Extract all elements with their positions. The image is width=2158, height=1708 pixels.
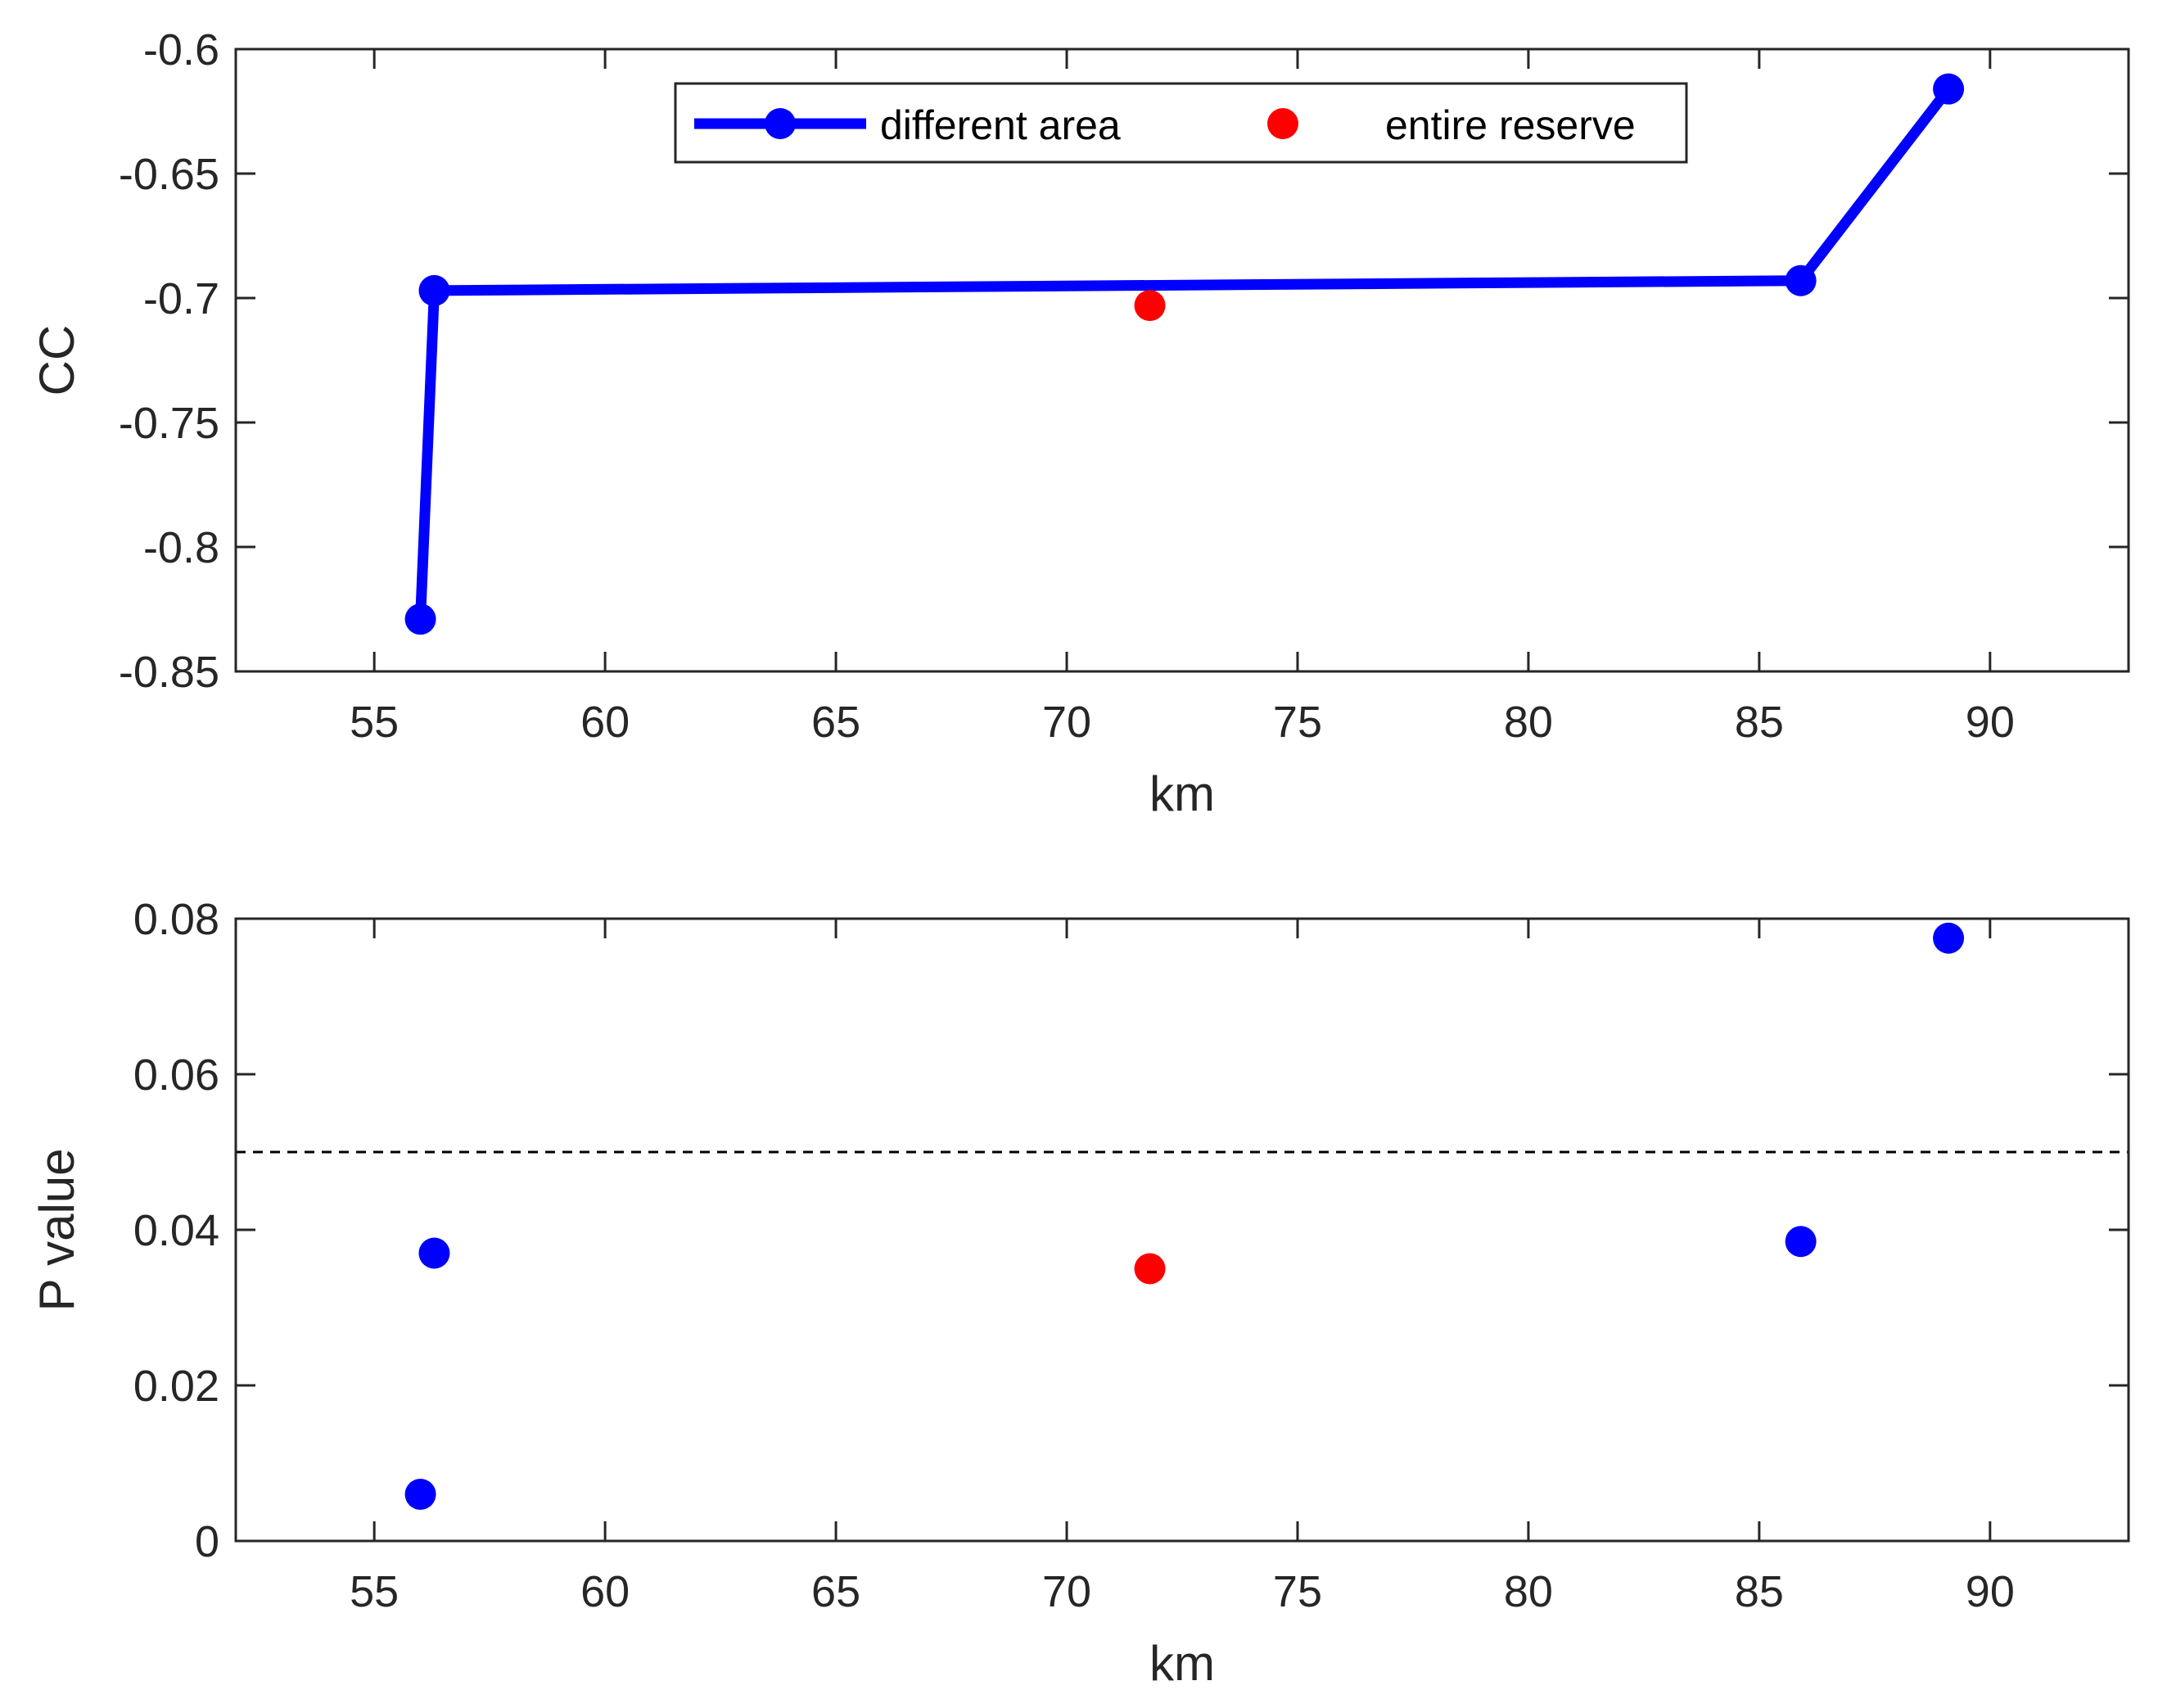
- p-point-different-area: [418, 1237, 450, 1269]
- p-point-different-area: [404, 1479, 436, 1510]
- cc-point-entire-reserve: [1134, 290, 1166, 322]
- cc-series-layer: [404, 73, 1965, 635]
- cc-y-tick-label: -0.75: [119, 399, 219, 448]
- cc-plot-frame: [234, 47, 2130, 673]
- cc-chart: 55 60 65 70 75 80 85 90 -0.85 -0.8 -0.75 -0.7 -0.65 -…: [29, 25, 2130, 821]
- cc-x-axis-label: km: [1149, 766, 1215, 821]
- cc-point-different-area: [1933, 73, 1965, 105]
- p-y-axis-label: P value: [29, 1148, 84, 1311]
- p-point-entire-reserve: [1134, 1253, 1166, 1285]
- p-ticks: 55 60 65 70 75 80 85 90 0 0.02 0.04 0.06 0.08: [133, 895, 2129, 1616]
- cc-x-tick-label: 90: [1966, 698, 2015, 747]
- cc-y-tick-label: -0.7: [143, 274, 219, 323]
- legend: different area entire reserve: [674, 82, 1688, 164]
- p-x-axis-label: km: [1149, 1636, 1215, 1691]
- p-series-layer: [236, 922, 2129, 1510]
- legend-marker-entire-reserve: [1267, 108, 1298, 139]
- cc-y-tick-label: -0.85: [119, 648, 219, 697]
- cc-y-tick-label: -0.8: [143, 523, 219, 572]
- p-y-tick-label: 0.02: [133, 1362, 219, 1411]
- p-x-tick-label: 80: [1504, 1567, 1553, 1616]
- cc-y-axis-label: CC: [29, 325, 84, 396]
- p-value-chart: 55 60 65 70 75 80 85 90 0 0.02 0.04 0.06 0.08 km P v…: [29, 895, 2130, 1691]
- p-point-different-area: [1933, 922, 1965, 954]
- cc-x-tick-label: 80: [1504, 698, 1553, 747]
- legend-label-different-area: different area: [880, 102, 1121, 148]
- p-point-different-area: [1785, 1226, 1817, 1258]
- p-x-tick-label: 75: [1273, 1567, 1322, 1616]
- cc-point-different-area: [404, 603, 436, 635]
- legend-marker-different-area: [765, 108, 796, 139]
- cc-ticks: 55 60 65 70 75 80 85 90 -0.85 -0.8 -0.75 -0.7 -0.65 -…: [119, 25, 2129, 747]
- cc-x-tick-label: 60: [580, 698, 630, 747]
- cc-point-different-area: [418, 274, 450, 306]
- p-y-tick-label: 0.08: [133, 895, 219, 944]
- p-x-tick-label: 55: [350, 1567, 399, 1616]
- cc-x-tick-label: 65: [811, 698, 860, 747]
- cc-x-tick-label: 70: [1042, 698, 1091, 747]
- p-x-tick-label: 60: [580, 1567, 630, 1616]
- p-y-tick-label: 0.04: [133, 1206, 219, 1255]
- cc-point-different-area: [1785, 264, 1817, 296]
- p-x-tick-label: 70: [1042, 1567, 1091, 1616]
- p-plot-frame: [234, 917, 2130, 1543]
- p-x-tick-label: 65: [811, 1567, 860, 1616]
- cc-series-line-different-area: [415, 85, 1953, 620]
- cc-y-tick-label: -0.6: [143, 25, 219, 75]
- cc-x-tick-label: 55: [350, 698, 399, 747]
- cc-y-tick-label: -0.65: [119, 150, 219, 199]
- p-y-tick-label: 0: [195, 1517, 219, 1566]
- p-x-tick-label: 90: [1966, 1567, 2015, 1616]
- legend-label-entire-reserve: entire reserve: [1385, 102, 1636, 148]
- p-y-tick-label: 0.06: [133, 1051, 219, 1100]
- cc-x-tick-label: 85: [1735, 698, 1784, 747]
- p-x-tick-label: 85: [1735, 1567, 1784, 1616]
- cc-x-tick-label: 75: [1273, 698, 1322, 747]
